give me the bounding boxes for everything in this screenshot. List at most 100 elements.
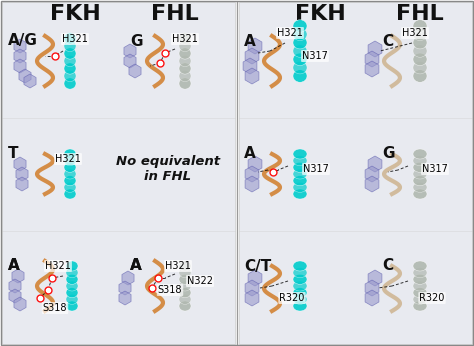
Polygon shape [122,271,134,285]
Text: C/T: C/T [244,258,271,273]
Text: N322: N322 [187,276,213,286]
Polygon shape [12,269,24,283]
Ellipse shape [179,274,191,284]
Ellipse shape [293,268,307,278]
Ellipse shape [293,281,307,291]
Text: FHL: FHL [396,4,444,24]
Ellipse shape [413,176,427,186]
Text: S318: S318 [43,303,67,313]
Ellipse shape [179,70,191,82]
Ellipse shape [64,182,76,192]
Text: A: A [244,146,256,162]
Ellipse shape [293,288,307,298]
Ellipse shape [64,63,76,74]
Ellipse shape [293,182,307,192]
Ellipse shape [413,182,427,192]
Ellipse shape [179,48,191,59]
Text: H321: H321 [277,28,303,38]
Polygon shape [9,279,21,293]
Ellipse shape [66,274,78,284]
Ellipse shape [179,288,191,298]
Text: A: A [8,258,20,273]
Ellipse shape [179,261,191,271]
Polygon shape [365,280,379,296]
Ellipse shape [179,281,191,291]
Text: FHL: FHL [151,4,199,24]
Ellipse shape [66,268,78,278]
Ellipse shape [64,40,76,52]
Ellipse shape [293,162,307,172]
Ellipse shape [413,281,427,291]
Ellipse shape [66,288,78,298]
Text: C: C [382,258,393,273]
Ellipse shape [413,268,427,278]
Text: N317: N317 [422,164,448,174]
Text: H321: H321 [55,154,81,164]
Ellipse shape [413,70,427,82]
Polygon shape [365,290,379,306]
Ellipse shape [64,176,76,186]
Ellipse shape [179,294,191,304]
Ellipse shape [64,189,76,199]
Ellipse shape [413,162,427,172]
Polygon shape [16,177,28,191]
Text: R320: R320 [279,293,305,303]
Ellipse shape [293,169,307,179]
Ellipse shape [293,45,307,57]
Polygon shape [245,68,259,84]
Ellipse shape [413,20,427,32]
Text: H321: H321 [165,261,191,271]
Text: C: C [382,34,393,48]
Ellipse shape [293,176,307,186]
Polygon shape [14,39,26,53]
Ellipse shape [413,274,427,284]
Polygon shape [245,280,259,296]
Ellipse shape [293,53,307,66]
Text: H321: H321 [172,34,198,44]
Text: A: A [130,258,142,273]
Ellipse shape [293,149,307,159]
Polygon shape [16,167,28,181]
Polygon shape [14,59,26,73]
Text: H321: H321 [45,261,71,271]
Text: H321: H321 [402,28,428,38]
Ellipse shape [293,274,307,284]
Text: H321: H321 [62,34,88,44]
Ellipse shape [179,40,191,52]
Ellipse shape [66,281,78,291]
Polygon shape [243,58,257,74]
Text: G: G [382,146,394,162]
Ellipse shape [413,36,427,49]
Polygon shape [368,156,382,172]
Polygon shape [9,289,21,303]
Polygon shape [124,54,136,68]
Ellipse shape [179,63,191,74]
Text: A: A [244,34,256,48]
Polygon shape [365,176,379,192]
Ellipse shape [413,301,427,311]
Text: A: A [130,258,142,273]
Polygon shape [245,166,259,182]
Ellipse shape [293,294,307,304]
Polygon shape [129,64,141,78]
Polygon shape [248,38,262,54]
Text: T: T [8,146,18,162]
Polygon shape [124,44,136,58]
Ellipse shape [293,62,307,74]
Ellipse shape [413,169,427,179]
Ellipse shape [64,149,76,159]
FancyBboxPatch shape [239,2,472,344]
Ellipse shape [293,36,307,49]
Ellipse shape [413,294,427,304]
Polygon shape [248,270,262,286]
Ellipse shape [66,301,78,311]
Polygon shape [119,291,131,305]
Polygon shape [368,41,382,57]
Polygon shape [365,166,379,182]
Ellipse shape [413,189,427,199]
Ellipse shape [66,294,78,304]
Ellipse shape [64,169,76,179]
Ellipse shape [64,55,76,67]
Ellipse shape [413,53,427,66]
Text: S318: S318 [158,285,182,295]
